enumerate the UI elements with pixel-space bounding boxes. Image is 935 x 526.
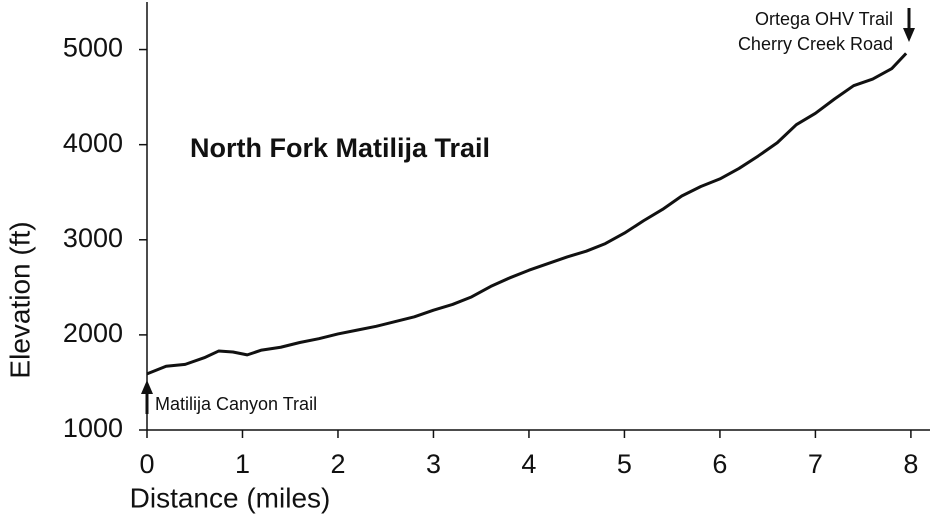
y-tick-label: 2000 <box>63 318 123 348</box>
annotation: Matilija Canyon Trail <box>155 394 317 414</box>
x-tick-label: 0 <box>139 449 154 479</box>
y-tick-label: 3000 <box>63 223 123 253</box>
annotation: Cherry Creek Road <box>738 34 893 54</box>
x-axis-label: Distance (miles) <box>130 482 331 513</box>
x-tick-label: 4 <box>521 449 536 479</box>
annotation: Ortega OHV Trail <box>755 9 893 29</box>
y-axis-label: Elevation (ft) <box>4 221 35 378</box>
y-tick-label: 1000 <box>63 413 123 443</box>
elevation-line <box>146 52 908 376</box>
x-tick-label: 7 <box>808 449 823 479</box>
x-tick-label: 5 <box>617 449 632 479</box>
y-tick-label: 5000 <box>63 33 123 63</box>
y-tick-label: 4000 <box>63 128 123 158</box>
x-tick-label: 6 <box>712 449 727 479</box>
x-tick-label: 3 <box>426 449 441 479</box>
x-tick-label: 2 <box>330 449 345 479</box>
x-tick-label: 1 <box>235 449 250 479</box>
chart-title: North Fork Matilija Trail <box>190 133 490 163</box>
x-tick-label: 8 <box>903 449 918 479</box>
